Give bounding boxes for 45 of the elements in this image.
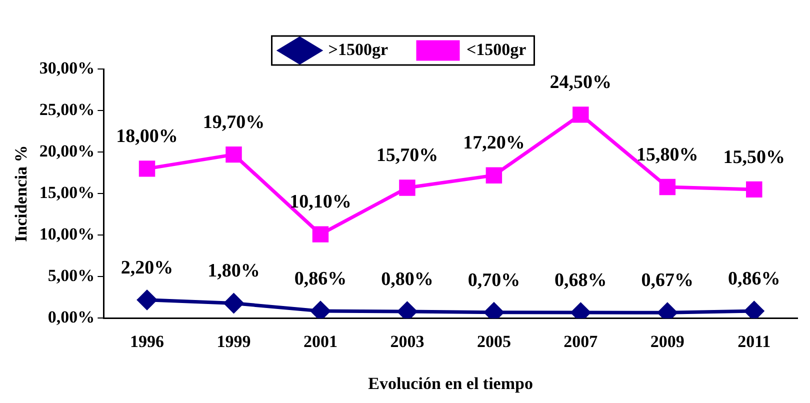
legend-label: <1500gr bbox=[466, 40, 527, 59]
data-label: 17,20% bbox=[463, 132, 525, 154]
point bbox=[226, 146, 242, 163]
data-label: 0,67% bbox=[641, 270, 694, 292]
data-label: 0,86% bbox=[294, 268, 347, 290]
y-tick-label: 15,00% bbox=[39, 182, 95, 202]
x-tick-label: 2001 bbox=[303, 332, 338, 351]
point bbox=[137, 290, 157, 310]
point bbox=[312, 226, 329, 242]
x-axis-title: Evolución en el tiempo bbox=[368, 374, 533, 394]
data-label: 0,80% bbox=[381, 268, 434, 290]
data-label: 0,68% bbox=[554, 270, 607, 291]
data-label: 18,00% bbox=[116, 126, 178, 148]
y-tick-label: 5,00% bbox=[48, 266, 95, 286]
x-tick-label: 2009 bbox=[650, 332, 684, 351]
x-tick-label: 1996 bbox=[130, 332, 164, 351]
x-tick-label: 2011 bbox=[738, 332, 771, 351]
data-label: 19,70% bbox=[202, 112, 265, 133]
data-label: 0,86% bbox=[728, 268, 780, 290]
data-label: 0,70% bbox=[468, 270, 520, 291]
y-tick-label: 30,00% bbox=[39, 58, 95, 78]
point bbox=[486, 167, 502, 184]
point bbox=[224, 294, 244, 313]
point bbox=[659, 178, 676, 196]
legend-label: >1500gr bbox=[328, 40, 388, 59]
point bbox=[138, 160, 156, 177]
data-label: 1,80% bbox=[208, 260, 260, 282]
data-label: 15,80% bbox=[636, 144, 698, 166]
x-tick-label: 1999 bbox=[216, 332, 251, 351]
y-tick-label: 0,00% bbox=[48, 308, 95, 327]
point bbox=[746, 181, 762, 198]
y-axis-title: Incidencia % bbox=[12, 145, 31, 242]
x-tick-label: 2007 bbox=[564, 332, 598, 351]
x-tick-label: 2003 bbox=[390, 332, 424, 351]
y-tick-label: 20,00% bbox=[39, 141, 95, 160]
point bbox=[572, 106, 589, 123]
point bbox=[399, 180, 416, 196]
data-label: 2,20% bbox=[120, 257, 174, 278]
x-tick-label: 2005 bbox=[476, 332, 511, 351]
data-label: 24,50% bbox=[550, 72, 612, 94]
data-label: 10,10% bbox=[290, 192, 352, 213]
data-label: 15,50% bbox=[723, 146, 786, 168]
y-tick-label: 10,00% bbox=[39, 224, 95, 244]
y-tick-label: 25,00% bbox=[39, 100, 95, 119]
data-label: 15,70% bbox=[376, 145, 438, 166]
